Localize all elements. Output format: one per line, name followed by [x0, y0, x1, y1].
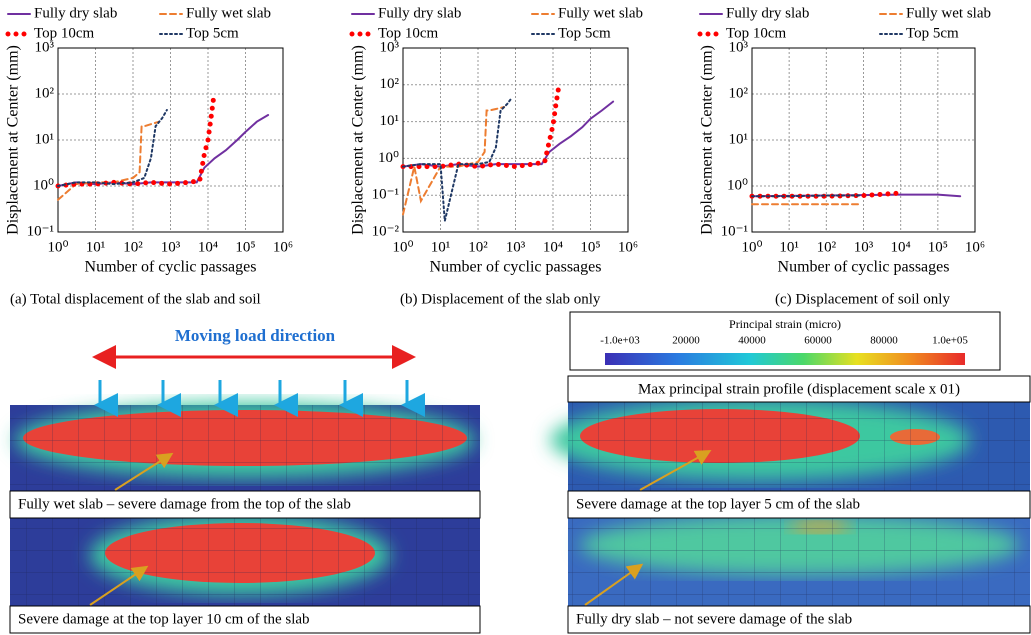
- legend-label: Top 5cm: [906, 25, 959, 41]
- x-tick-label: 10⁶: [965, 239, 985, 255]
- panel-label-box: [9, 490, 481, 519]
- series-line: [57, 120, 161, 201]
- legend-label: Fully wet slab: [558, 5, 643, 21]
- y-tick-label: 10⁻¹: [27, 223, 54, 239]
- y-tick-label: 10³: [380, 39, 400, 55]
- panel-label-box: [9, 605, 481, 634]
- x-tick-label: 10²: [817, 239, 837, 255]
- y-tick-label: 10¹: [380, 113, 400, 129]
- legend-label: Fully dry slab: [378, 5, 461, 21]
- x-tick-label: 10⁴: [198, 239, 218, 255]
- caption: (b) Displacement of the slab only: [400, 291, 601, 307]
- chart: 10⁰ 10¹ 10² 10³ 10⁴ 10⁵ 10⁶ 10⁻² 10⁻¹ 10⁰ 10¹ 10² 10…: [349, 5, 643, 307]
- y-tick-label: 10¹: [729, 131, 749, 147]
- legend-label: Top 10cm: [378, 25, 439, 41]
- chart: 10⁰ 10¹ 10² 10³ 10⁴ 10⁵ 10⁶10⁻¹10⁰10¹10²10³Num…: [697, 5, 991, 307]
- colorbar: [605, 353, 965, 365]
- legend-label: Fully dry slab: [34, 5, 117, 21]
- x-tick-label: 10⁶: [618, 239, 638, 255]
- legend-label: Fully dry slab: [726, 5, 809, 21]
- x-tick-label: 10⁰: [741, 239, 762, 255]
- colorbar-title: Principal strain (micro): [729, 317, 841, 331]
- legend-label: Fully wet slab: [906, 5, 991, 21]
- panel-label: Severe damage at the top layer 5 cm of t…: [576, 496, 860, 512]
- y-tick-label: 10⁻¹: [372, 187, 399, 203]
- y-tick-label: 10⁻²: [372, 223, 400, 239]
- x-tick-label: 10⁵: [580, 239, 600, 255]
- x-tick-label: 10²: [468, 239, 488, 255]
- series-line: [57, 114, 270, 187]
- panel-label: Fully wet slab – severe damage from the …: [18, 496, 351, 512]
- series-line: [400, 85, 561, 170]
- legend-label: Top 10cm: [34, 25, 95, 41]
- plot-frame: [402, 47, 629, 233]
- x-tick-label: 10¹: [86, 239, 106, 255]
- x-tick-label: 10⁵: [235, 239, 255, 255]
- colorbar-label: -1.0e+03: [600, 335, 640, 347]
- x-tick-label: 10²: [123, 239, 143, 255]
- colorbar-label: 40000: [738, 335, 766, 347]
- x-tick-label: 10⁰: [47, 239, 68, 255]
- series-line: [55, 96, 216, 189]
- y-tick-label: 10²: [729, 85, 749, 101]
- x-tick-label: 10⁴: [891, 239, 911, 255]
- plot-frame: [751, 47, 976, 233]
- profile-box: [567, 375, 1031, 403]
- panel-label: Fully dry slab – not severe damage of th…: [576, 611, 852, 627]
- x-tick-label: 10³: [506, 239, 526, 255]
- caption: (c) Displacement of soil only: [775, 291, 950, 307]
- y-tick-label: 10⁻¹: [721, 223, 748, 239]
- x-tick-label: 10³: [854, 239, 874, 255]
- y-tick-label: 10³: [35, 39, 55, 55]
- slab-images: [10, 345, 1030, 606]
- x-axis-label: Number of cyclic passages: [778, 259, 950, 276]
- series-line: [751, 194, 861, 198]
- legend-label: Top 5cm: [558, 25, 611, 41]
- y-tick-label: 10⁰: [378, 150, 399, 166]
- panel-label-box: [567, 605, 1031, 634]
- colorbar-label: 1.0e+05: [932, 335, 968, 347]
- x-tick-label: 10⁰: [392, 239, 413, 255]
- x-tick-label: 10⁶: [273, 239, 293, 255]
- y-tick-label: 10⁰: [33, 177, 54, 193]
- load-direction: Moving load direction: [175, 326, 336, 345]
- y-tick-label: 10²: [35, 85, 55, 101]
- legend-label: Top 10cm: [726, 25, 787, 41]
- series-line: [402, 106, 506, 216]
- legend-label: Fully wet slab: [186, 5, 271, 21]
- y-tick-label: 10²: [380, 76, 400, 92]
- colorbar-label: 60000: [804, 335, 832, 347]
- x-tick-label: 10¹: [431, 239, 451, 255]
- plot-frame: [57, 47, 284, 233]
- x-tick-label: 10³: [161, 239, 181, 255]
- y-axis-label: Displacement at Center (mm): [699, 45, 716, 235]
- colorbar-label: 80000: [870, 335, 898, 347]
- caption: (a) Total displacement of the slab and s…: [10, 291, 261, 307]
- y-tick-label: 10¹: [35, 131, 55, 147]
- chart: 10⁰ 10¹ 10² 10³ 10⁴ 10⁵ 10⁶10⁻¹10⁰10¹10²10³Num…: [5, 5, 293, 307]
- panel-label-box: [567, 490, 1031, 519]
- series-line: [57, 109, 168, 187]
- panel-label: Severe damage at the top layer 10 cm of …: [18, 611, 310, 627]
- series-line: [402, 96, 513, 222]
- y-tick-label: 10³: [729, 39, 749, 55]
- x-tick-label: 10¹: [779, 239, 799, 255]
- series-line: [402, 100, 615, 168]
- y-axis-label: Displacement at Center (mm): [350, 45, 367, 235]
- x-axis-label: Number of cyclic passages: [430, 259, 602, 276]
- colorbar-label: 20000: [672, 335, 700, 347]
- x-axis-label: Number of cyclic passages: [85, 259, 257, 276]
- x-tick-label: 10⁵: [928, 239, 948, 255]
- y-axis-label: Displacement at Center (mm): [5, 45, 22, 235]
- x-tick-label: 10⁴: [543, 239, 563, 255]
- legend-label: Top 5cm: [186, 25, 239, 41]
- profile-title: Max principal strain profile (displaceme…: [638, 381, 960, 397]
- y-tick-label: 10⁰: [727, 177, 748, 193]
